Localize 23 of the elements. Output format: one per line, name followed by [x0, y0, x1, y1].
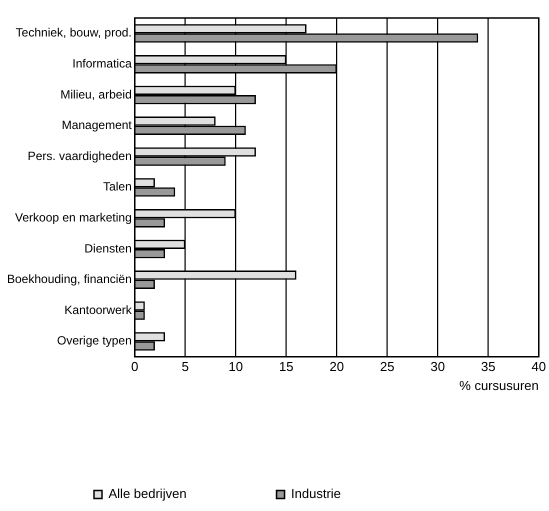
x-tick-label: 5 — [182, 359, 189, 374]
y-tick-label: Milieu, arbeid — [60, 87, 132, 102]
x-tick-label: 10 — [228, 359, 243, 374]
x-tick-label: 15 — [279, 359, 294, 374]
x-tick-label: 35 — [481, 359, 496, 374]
y-tick-label: Techniek, bouw, prod. — [16, 26, 132, 40]
x-tick-label: 25 — [380, 359, 394, 374]
y-tick-label: Management — [62, 118, 132, 132]
x-axis-title: % cursusuren — [459, 378, 539, 393]
x-tick-label: 20 — [330, 359, 344, 374]
y-tick-label: Overige typen — [57, 334, 132, 348]
y-tick-label: Diensten — [84, 241, 132, 256]
x-tick-label: 40 — [532, 359, 546, 374]
y-tick-label: Talen — [103, 180, 132, 194]
legend-label: Alle bedrijven — [108, 486, 187, 502]
y-tick-label: Kantoorwerk — [64, 302, 133, 317]
y-tick-label: Boekhouding, financiën — [7, 272, 132, 286]
x-tick-label: 30 — [430, 359, 446, 374]
x-tick-label: 0 — [131, 359, 138, 374]
y-tick-label: Informatica — [72, 56, 132, 71]
legend-label: Industrie — [291, 486, 341, 502]
y-tick-label: Pers. vaardigheden — [28, 148, 132, 163]
y-tick-label: Verkoop en marketing — [15, 210, 132, 225]
